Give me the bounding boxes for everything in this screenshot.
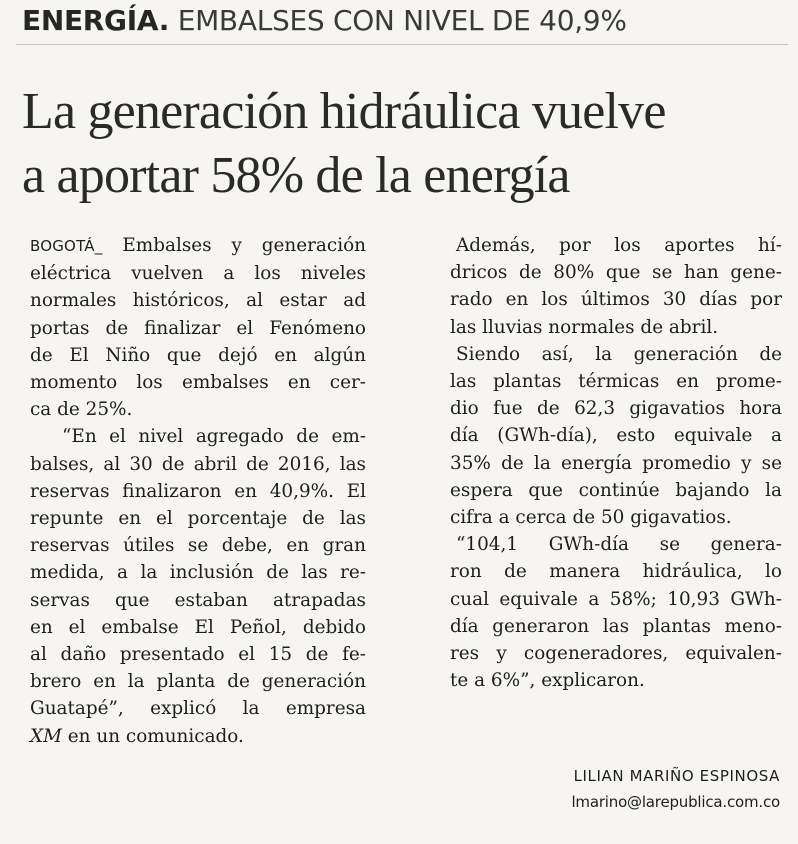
text-line: 35% de la energía promedio y se <box>450 452 782 474</box>
text-line: res y cogeneradores, equivalen- <box>450 643 782 665</box>
header-divider <box>16 44 788 45</box>
headline-line-1: La generación hidráulica vuelve <box>22 83 666 140</box>
text-line: medida, a la inclusión de las re- <box>30 562 366 584</box>
text-line: las lluvias normales de abril. <box>450 316 719 338</box>
text-line: reservas útiles se debe, en gran <box>30 535 366 557</box>
text-line: brero en la planta de generación <box>30 671 366 693</box>
text-line: repunte en el porcentaje de las <box>30 508 366 530</box>
text-line: en el embalse El Peñol, debido <box>30 616 366 638</box>
section-kicker: ENERGÍA. EMBALSES CON NIVEL DE 40,9% <box>22 4 627 38</box>
text-line: de El Niño que dejó en algún <box>30 344 366 366</box>
paragraph: “En el nivel agregado de em- balses, al … <box>30 423 366 749</box>
text-line: las plantas térmicas en prome- <box>450 371 782 393</box>
company-name: XM <box>30 725 62 747</box>
text-line: dricos de 80% que se han gene- <box>450 262 782 284</box>
text-line: te a 6%”, explicaron. <box>450 670 645 692</box>
paragraph: BOGOTÁ_ Embalses y generación eléctrica … <box>30 232 366 423</box>
text-line: “En el nivel agregado de em- <box>62 426 366 448</box>
text-line: cifra a cerca de 50 gigavatios. <box>450 507 732 529</box>
byline: LILIAN MARIÑO ESPINOSA lmarino@larepubli… <box>571 764 780 816</box>
text-line: eléctrica vuelven a los niveles <box>30 263 366 285</box>
text-line: reservas finalizaron en 40,9%. El <box>30 480 366 502</box>
text-line: espera que continúe bajando la <box>450 479 782 501</box>
text-line: día generaron las plantas meno- <box>450 615 782 637</box>
dateline: BOGOTÁ_ <box>30 237 103 255</box>
author-name: LILIAN MARIÑO ESPINOSA <box>573 767 780 785</box>
text-line: Siendo así, la generación de <box>456 343 782 365</box>
text-line: normales históricos, al estar ad <box>30 290 366 312</box>
article-column-left: BOGOTÁ_ Embalses y generación eléctrica … <box>30 232 366 750</box>
text-line: Guatapé”, explicó la empresa <box>30 698 366 720</box>
headline-line-2: a aportar 58% de la energía <box>22 147 571 204</box>
text-line: ca de 25%. <box>30 399 133 421</box>
author-email: lmarino@larepublica.com.co <box>571 793 780 811</box>
text-line: portas de finalizar el Fenómeno <box>30 317 366 339</box>
text-line: servas que estaban atrapadas <box>30 589 366 611</box>
text-line: BOGOTÁ_ Embalses y generación <box>30 235 366 256</box>
paragraph: “104,1 GWh-día se genera- ron de manera … <box>450 531 782 694</box>
text-line: dio fue de 62,3 gigavatios hora <box>450 398 782 420</box>
text-line: Además, por los aportes hí- <box>456 235 782 256</box>
article-column-right: Además, por los aportes hí- dricos de 80… <box>450 232 782 694</box>
paragraph: Siendo así, la generación de las plantas… <box>450 341 782 531</box>
text-line: XM en un comunicado. <box>30 725 244 747</box>
text-line: ron de manera hidráulica, lo <box>450 561 782 583</box>
text-line: balses, al 30 de abril de 2016, las <box>30 453 366 475</box>
kicker-text: EMBALSES CON NIVEL DE 40,9% <box>177 4 627 37</box>
text-line: cual equivale a 58%; 10,93 GWh- <box>450 588 782 610</box>
text-line: momento los embalses en cer- <box>30 372 366 394</box>
text-line: día (GWh-día), esto equivale a <box>450 425 782 447</box>
text-line: “104,1 GWh-día se genera- <box>456 534 782 556</box>
headline: La generación hidráulica vuelve a aporta… <box>22 80 782 208</box>
text-line: rado en los últimos 30 días por <box>450 289 782 311</box>
section-tag: ENERGÍA. <box>22 4 170 37</box>
text-line: al daño presentado el 15 de fe- <box>30 644 366 666</box>
paragraph: Además, por los aportes hí- dricos de 80… <box>450 232 782 341</box>
